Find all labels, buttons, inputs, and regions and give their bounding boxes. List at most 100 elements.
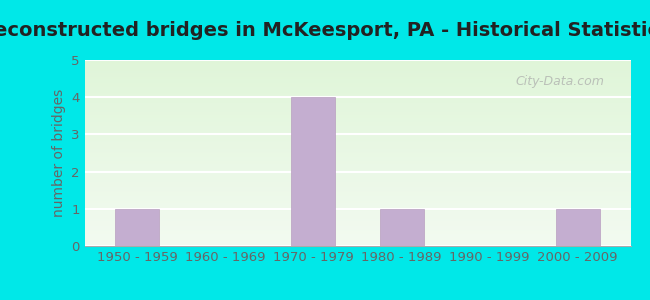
Bar: [84, 100, 630, 101]
Bar: [84, 245, 630, 246]
Bar: [84, 187, 630, 188]
Bar: [84, 109, 630, 110]
Bar: [84, 120, 630, 122]
Bar: [84, 162, 630, 163]
Bar: [84, 156, 630, 157]
Bar: [84, 153, 630, 154]
Bar: [84, 214, 630, 215]
Bar: [84, 129, 630, 130]
Bar: [84, 150, 630, 151]
Bar: [84, 112, 630, 113]
Bar: [84, 87, 630, 88]
Bar: [84, 206, 630, 207]
Bar: [84, 175, 630, 176]
Bar: [84, 142, 630, 143]
Bar: [84, 117, 630, 118]
Bar: [84, 192, 630, 193]
Bar: [84, 195, 630, 196]
Bar: [84, 127, 630, 128]
Bar: [84, 233, 630, 234]
Bar: [84, 217, 630, 218]
Bar: [84, 216, 630, 217]
Bar: [84, 209, 630, 210]
Bar: [84, 116, 630, 117]
Bar: [84, 71, 630, 72]
Bar: [84, 81, 630, 82]
Bar: [84, 178, 630, 179]
Bar: [84, 115, 630, 116]
Bar: [84, 154, 630, 155]
Bar: [84, 160, 630, 161]
Bar: [84, 75, 630, 76]
Bar: [84, 77, 630, 78]
Bar: [84, 176, 630, 177]
Bar: [84, 78, 630, 79]
Bar: [84, 223, 630, 224]
Bar: [84, 85, 630, 86]
Bar: [84, 237, 630, 238]
Bar: [84, 95, 630, 96]
Bar: [84, 229, 630, 230]
Bar: [84, 128, 630, 129]
Bar: [84, 221, 630, 222]
Bar: [84, 174, 630, 175]
Bar: [84, 89, 630, 90]
Bar: [84, 80, 630, 81]
Bar: [84, 177, 630, 178]
Bar: [84, 181, 630, 182]
Bar: [84, 67, 630, 68]
Bar: [84, 131, 630, 132]
Bar: [84, 97, 630, 98]
Bar: [84, 199, 630, 200]
Bar: [84, 203, 630, 204]
Bar: [380, 209, 424, 246]
Bar: [84, 194, 630, 195]
Bar: [84, 239, 630, 240]
Bar: [556, 209, 600, 246]
Bar: [84, 173, 630, 174]
Bar: [84, 134, 630, 135]
Bar: [84, 182, 630, 183]
Bar: [84, 198, 630, 199]
Bar: [84, 86, 630, 87]
Bar: [84, 188, 630, 189]
Bar: [84, 106, 630, 107]
Bar: [84, 201, 630, 202]
Bar: [84, 138, 630, 139]
Bar: [84, 101, 630, 102]
Bar: [84, 79, 630, 80]
Bar: [84, 205, 630, 206]
Bar: [84, 155, 630, 156]
Y-axis label: number of bridges: number of bridges: [51, 89, 66, 217]
Bar: [84, 61, 630, 62]
Bar: [84, 133, 630, 134]
Bar: [84, 172, 630, 173]
Bar: [84, 113, 630, 114]
Bar: [84, 66, 630, 67]
Bar: [84, 149, 630, 150]
Bar: [84, 90, 630, 91]
Bar: [84, 190, 630, 191]
Bar: [84, 83, 630, 84]
Bar: [84, 220, 630, 221]
Bar: [84, 132, 630, 133]
Bar: [84, 74, 630, 75]
Bar: [84, 234, 630, 235]
Bar: [84, 73, 630, 74]
Bar: [84, 231, 630, 232]
Bar: [84, 140, 630, 141]
Bar: [84, 123, 630, 124]
Bar: [84, 243, 630, 244]
Bar: [84, 238, 630, 239]
Bar: [84, 152, 630, 153]
Bar: [84, 196, 630, 197]
Bar: [115, 209, 159, 246]
Bar: [84, 218, 630, 219]
Bar: [84, 124, 630, 125]
Bar: [84, 103, 630, 104]
Bar: [84, 204, 630, 205]
Bar: [84, 165, 630, 166]
Bar: [84, 236, 630, 237]
Bar: [84, 191, 630, 192]
Bar: [84, 164, 630, 165]
